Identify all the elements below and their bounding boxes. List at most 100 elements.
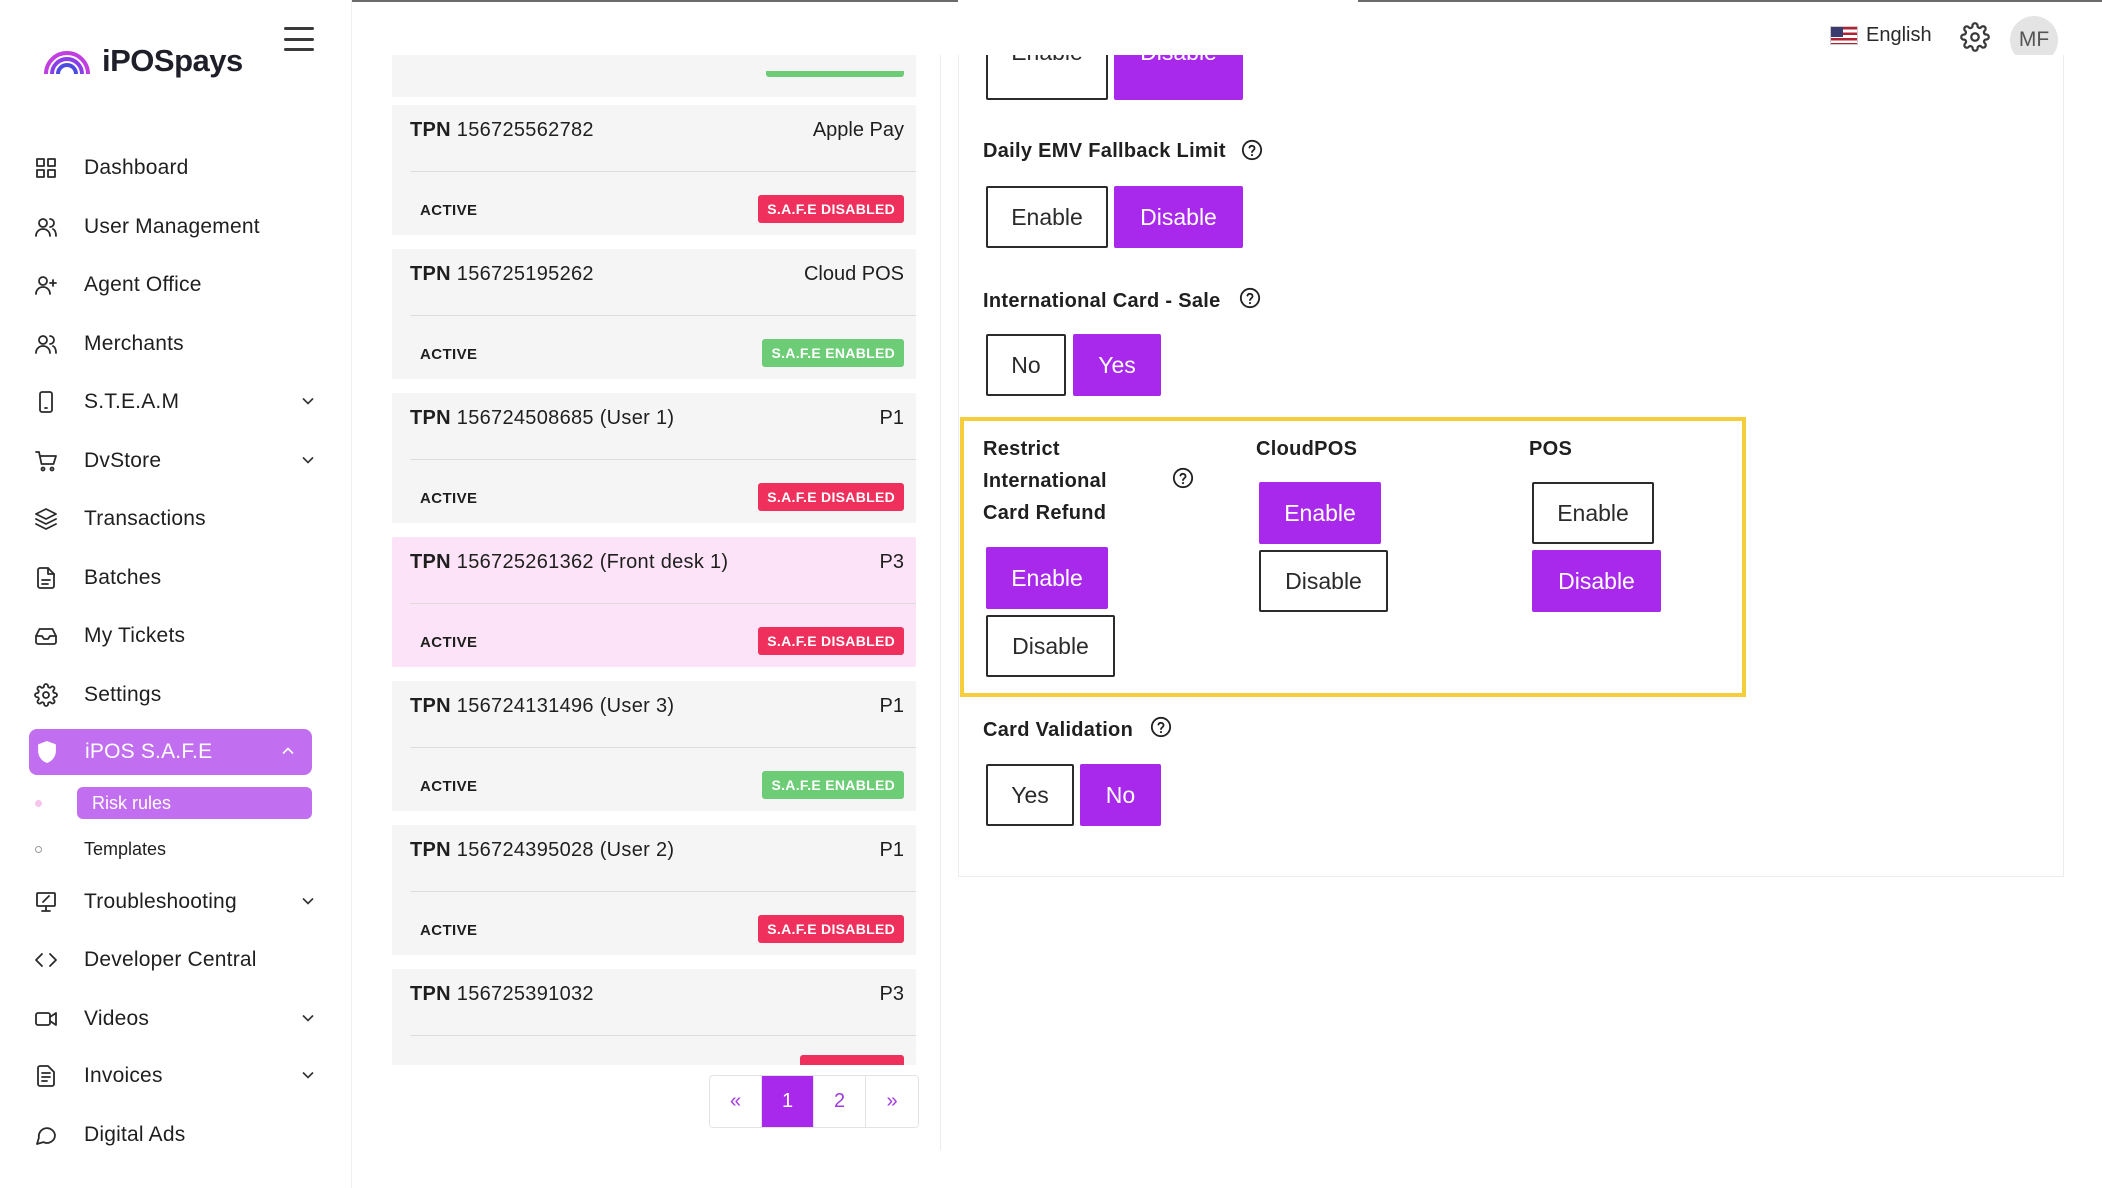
pagination: « 1 2 » [709, 1075, 919, 1128]
sidebar: iPOSpays Dashboard User Management Agent… [0, 0, 352, 1188]
sidebar-item-videos[interactable]: Videos [28, 996, 320, 1042]
emv-fallback-enable-button[interactable]: Enable [986, 186, 1108, 248]
rainbow-logo-icon [44, 51, 90, 75]
divider [410, 315, 916, 316]
shield-icon [35, 738, 71, 766]
subnav-risk-rules[interactable]: Risk rules [77, 787, 312, 819]
status-badge [800, 1055, 904, 1065]
help-icon[interactable] [1172, 467, 1194, 489]
sidebar-item-transactions[interactable]: Transactions [28, 496, 320, 542]
pagination-prev[interactable]: « [710, 1076, 762, 1127]
restrict-refund-disable-button[interactable]: Disable [986, 615, 1115, 677]
grid-icon [34, 154, 70, 182]
pos-disable-button[interactable]: Disable [1532, 550, 1661, 612]
tpn-label: TPN 156725562782 [410, 119, 594, 141]
cloudpos-label: CloudPOS [1256, 438, 1358, 460]
sidebar-item-my-tickets[interactable]: My Tickets [28, 613, 320, 659]
cloudpos-disable-button[interactable]: Disable [1259, 550, 1388, 612]
chevron-down-icon [298, 450, 320, 472]
list-item[interactable]: TPN 156724395028 (User 2) P1 ACTIVE S.A.… [392, 825, 916, 955]
sidebar-item-batches[interactable]: Batches [28, 555, 320, 601]
pagination-page-1[interactable]: 1 [762, 1076, 814, 1127]
tpn-label: TPN 156725391032 [410, 983, 594, 1005]
sidebar-item-label: Transactions [84, 507, 206, 530]
restrict-refund-label-line1: Restrict [983, 438, 1060, 460]
status-badge: S.A.F.E DISABLED [758, 483, 904, 511]
sidebar-item-settings[interactable]: Settings [28, 672, 320, 718]
help-icon[interactable] [1150, 716, 1172, 738]
device-type: Cloud POS [803, 263, 904, 285]
gear-icon[interactable] [1960, 22, 1990, 52]
help-icon[interactable] [1241, 139, 1263, 161]
help-icon[interactable] [1239, 287, 1261, 309]
tpn-label: TPN 156725195262 [410, 263, 594, 285]
sidebar-item-ipos-safe[interactable]: iPOS S.A.F.E [29, 729, 312, 775]
sidebar-item-label: My Tickets [84, 624, 186, 647]
chevron-up-icon [278, 741, 300, 763]
status-badge: S.A.F.E DISABLED [758, 915, 904, 943]
inbox-icon [34, 622, 70, 650]
subnav-templates[interactable]: Templates [77, 833, 166, 865]
list-item[interactable]: TPN 156725562782 Apple Pay ACTIVE S.A.F.… [392, 105, 916, 235]
language-label: English [1866, 24, 1932, 46]
sidebar-item-steam[interactable]: S.T.E.A.M [28, 379, 320, 425]
restrict-refund-enable-button[interactable]: Enable [986, 547, 1108, 609]
sidebar-item-digital-ads[interactable]: Digital Ads [28, 1112, 320, 1158]
status-text: ACTIVE [420, 634, 478, 651]
list-item[interactable]: TPN 156724508685 (User 1) P1 ACTIVE S.A.… [392, 393, 916, 523]
chat-icon [34, 1121, 70, 1149]
sidebar-item-invoices[interactable]: Invoices [28, 1053, 320, 1099]
list-item[interactable]: TPN 156724131496 (User 3) P1 ACTIVE S.A.… [392, 681, 916, 811]
divider [410, 1035, 916, 1036]
sidebar-item-label: Invoices [84, 1064, 163, 1087]
brand-logo[interactable]: iPOSpays [42, 40, 243, 82]
status-text: ACTIVE [420, 778, 478, 795]
sidebar-item-troubleshooting[interactable]: Troubleshooting [28, 879, 320, 925]
intl-sale-yes-button[interactable]: Yes [1073, 334, 1161, 396]
users-icon [34, 330, 70, 358]
list-item-selected[interactable]: TPN 156725261362 (Front desk 1) P3 ACTIV… [392, 537, 916, 667]
sidebar-item-dashboard[interactable]: Dashboard [28, 145, 320, 191]
emv-fallback-label: Daily EMV Fallback Limit [983, 140, 1226, 162]
layers-icon [34, 505, 70, 533]
card-validation-yes-button[interactable]: Yes [986, 764, 1074, 826]
sidebar-item-label: Agent Office [84, 273, 202, 296]
sidebar-item-merchants[interactable]: Merchants [28, 321, 320, 367]
card-validation-label: Card Validation [983, 719, 1134, 741]
sidebar-item-user-management[interactable]: User Management [28, 204, 320, 250]
device-type: Apple Pay [812, 119, 904, 141]
hamburger-menu-icon[interactable] [282, 24, 316, 54]
divider [410, 171, 916, 172]
card-validation-no-button[interactable]: No [1080, 764, 1161, 826]
intl-sale-no-button[interactable]: No [986, 334, 1066, 396]
sidebar-item-label: Developer Central [84, 948, 257, 971]
invoice-icon [34, 1062, 70, 1090]
sidebar-item-label: iPOS S.A.F.E [85, 740, 213, 763]
sidebar-item-agent-office[interactable]: Agent Office [28, 262, 320, 308]
chevron-down-icon [298, 1008, 320, 1030]
pagination-next[interactable]: » [866, 1076, 918, 1127]
pos-enable-button[interactable]: Enable [1532, 482, 1654, 544]
pagination-page-2[interactable]: 2 [814, 1076, 866, 1127]
us-flag-icon [1830, 26, 1858, 45]
divider [410, 747, 916, 748]
sidebar-item-label: DvStore [84, 449, 162, 472]
cloudpos-enable-button[interactable]: Enable [1259, 482, 1381, 544]
chevron-down-icon [298, 1065, 320, 1087]
tpn-label: TPN 156724508685 (User 1) [410, 407, 675, 429]
list-item[interactable]: TPN 156725195262 Cloud POS ACTIVE S.A.F.… [392, 249, 916, 379]
sub-bullet [35, 846, 42, 853]
language-selector[interactable]: English [1830, 24, 1932, 47]
panel-top-mask [958, 0, 1358, 55]
list-item-partial [392, 1051, 916, 1065]
emv-fallback-disable-button[interactable]: Disable [1114, 186, 1243, 248]
status-badge: S.A.F.E ENABLED [762, 771, 904, 799]
sidebar-item-dvstore[interactable]: DvStore [28, 438, 320, 484]
sidebar-item-label: Dashboard [84, 156, 189, 179]
list-item[interactable]: TPN 156725391032 P3 [392, 969, 916, 1051]
device-type: P1 [879, 839, 904, 861]
status-text: ACTIVE [420, 202, 478, 219]
status-text: ACTIVE [420, 346, 478, 363]
sidebar-item-developer-central[interactable]: Developer Central [28, 937, 320, 983]
status-text: ACTIVE [420, 490, 478, 507]
